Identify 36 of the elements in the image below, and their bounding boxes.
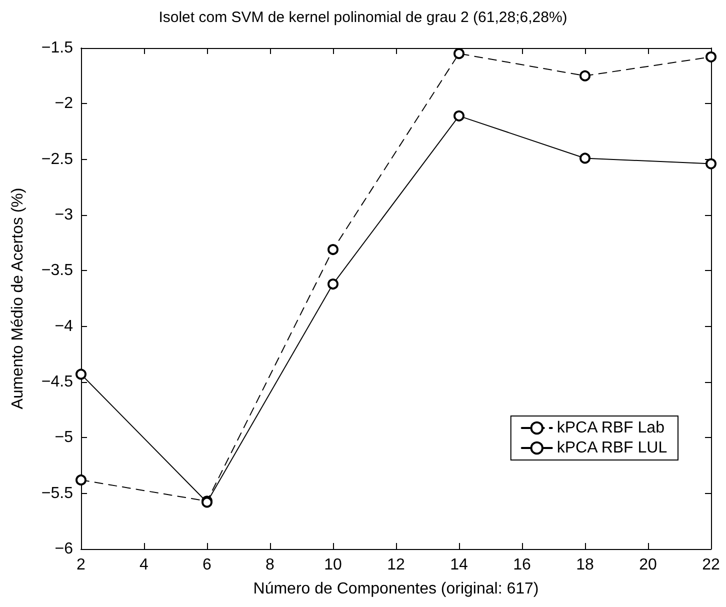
y-tick-label: −2.5	[41, 150, 74, 168]
point	[706, 158, 716, 170]
x-tick-label: 16	[513, 556, 531, 574]
x-tick-label: 18	[576, 556, 594, 574]
point	[76, 368, 86, 380]
point	[706, 51, 716, 62]
x-tick-label: 14	[450, 556, 468, 574]
point	[580, 70, 590, 82]
x-tick-label: 22	[702, 556, 720, 574]
legend-label: kPCA RBF LUL	[556, 440, 668, 456]
x-tick-label: 10	[324, 556, 342, 574]
point	[76, 474, 86, 486]
chart-title: Isolet com SVM de kernel polinomial de grau 2 (61,28;6,28%)	[158, 9, 568, 26]
point	[454, 48, 464, 60]
x-tick-label: 8	[266, 556, 275, 574]
y-tick-label: −3	[54, 206, 74, 224]
legend-label: kPCA RBF Lab	[556, 420, 665, 436]
point	[328, 278, 338, 290]
x-tick-label: 2	[76, 556, 86, 574]
x-tick-label: 6	[202, 556, 212, 574]
y-tick-label: −4	[54, 318, 74, 335]
y-tick-label: −6	[54, 540, 74, 558]
x-tick-label: 12	[387, 556, 405, 574]
point	[328, 244, 338, 256]
point	[454, 110, 464, 122]
point	[580, 152, 590, 164]
y-axis-title: Aumento Médio de Acertos (%)	[10, 188, 26, 410]
x-tick-label: 20	[639, 556, 657, 574]
x-tick-label: 4	[140, 556, 149, 574]
y-tick-label: −3.5	[41, 262, 74, 280]
y-tick-label: −5.5	[41, 484, 74, 502]
x-axis-title: Número de Componentes (original: 617)	[253, 580, 539, 598]
y-tick-label: −5	[54, 429, 74, 446]
y-tick-label: −1.5	[41, 40, 74, 56]
y-tick-label: −4.5	[41, 374, 74, 390]
y-tick-label: −2	[54, 95, 74, 112]
